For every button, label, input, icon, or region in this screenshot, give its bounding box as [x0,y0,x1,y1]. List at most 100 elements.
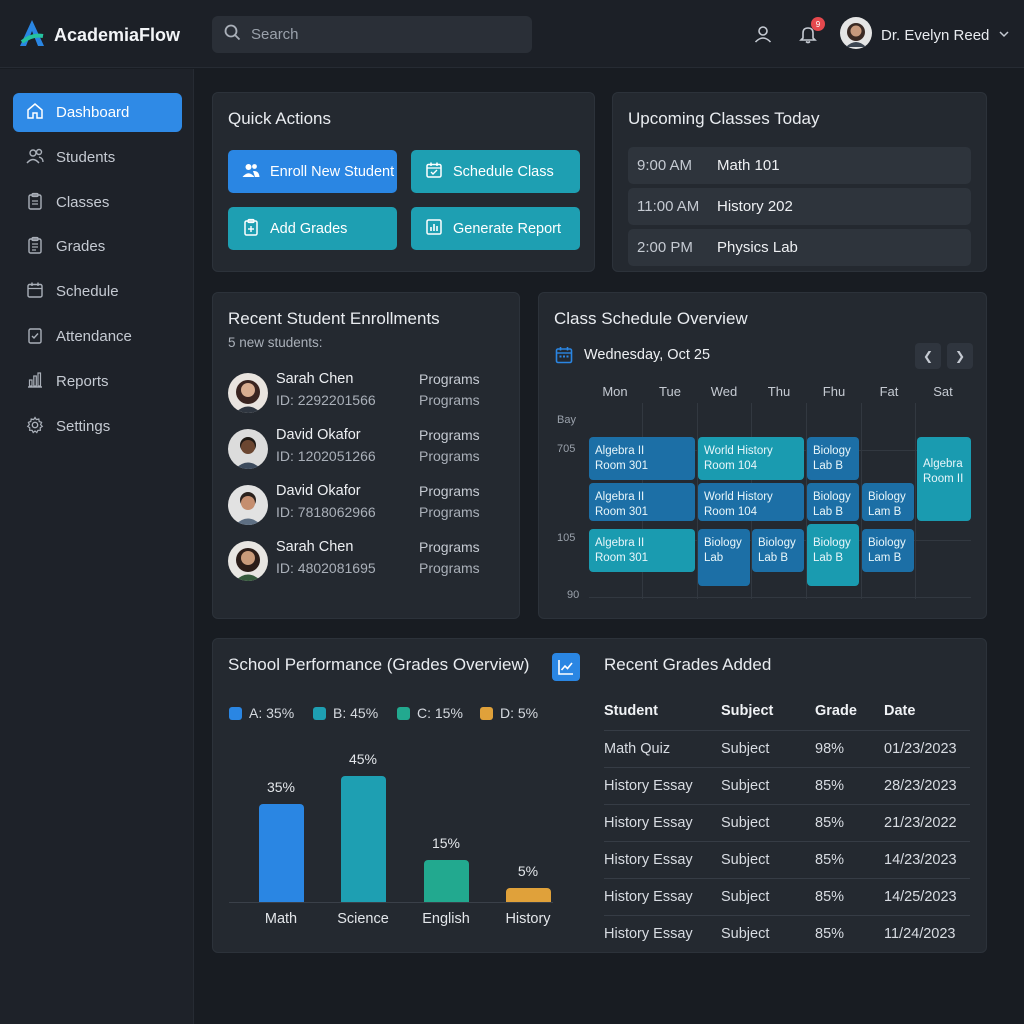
schedule-event[interactable]: World History Room 104 [698,483,804,521]
list-item[interactable]: David Okafor ID: 1202051266 Programs Pro… [228,427,508,471]
users-icon [26,147,44,169]
grade-cell: 85% [815,889,845,905]
sidebar-item-settings[interactable]: Settings [13,407,182,446]
add-users-icon [242,161,260,183]
previous-week-button[interactable]: ❮ [915,343,941,369]
sidebar-item-label: Settings [56,418,111,435]
performance-title: School Performance (Grades Overview) [228,655,530,674]
day-label: Sat [933,384,953,399]
next-week-button[interactable]: ❯ [947,343,973,369]
sidebar-item-students[interactable]: Students [13,138,182,177]
category-label: Science [337,911,389,927]
chevron-right-icon: ❯ [954,349,966,363]
day-label: Tue [659,384,681,399]
class-row[interactable]: 11:00 AM History 202 [628,188,971,225]
bar-science[interactable] [340,776,386,902]
event-title: World History [704,491,773,503]
schedule-event[interactable]: Biology Lam B [862,483,914,521]
sidebar-item-reports[interactable]: Reports [13,362,182,401]
search-input[interactable] [251,26,511,43]
event-room: Lab B [758,552,789,564]
enrollments-subtitle: 5 new students: [228,335,323,350]
list-item[interactable]: Sarah Chen ID: 2292201566 Programs Progr… [228,371,508,415]
event-title: Algebra [923,458,963,470]
bar-history[interactable] [505,888,551,902]
sidebar-item-grades[interactable]: Grades [13,227,182,266]
avatar [228,373,268,413]
sidebar-item-label: Attendance [56,328,132,345]
schedule-event[interactable]: World History Room 104 [698,437,804,480]
card-title: Class Schedule Overview [554,309,748,328]
schedule-event[interactable]: Biology Lab B [752,529,804,572]
avatar [228,485,268,525]
event-room: Room 301 [595,460,649,472]
subject-cell: Subject [721,741,770,757]
legend-item: C: 15% [397,705,463,721]
event-room: Lam B [868,506,902,518]
add-grades-button[interactable]: Add Grades [228,207,397,250]
student-id: ID: 2292201566 [276,392,376,408]
class-row[interactable]: 9:00 AM Math 101 [628,147,971,184]
schedule-event[interactable]: Biology Lam B [862,529,914,572]
sidebar-item-label: Grades [56,238,106,255]
schedule-event[interactable]: Biology Lab B [807,437,859,480]
grade-cell: 85% [815,852,845,868]
notification-bell-icon[interactable]: 9 [796,17,825,46]
student-cell: History Essay [604,778,693,794]
student-name: Sarah Chen [276,371,354,387]
gear-icon [26,415,44,438]
class-row[interactable]: 2:00 PM Physics Lab [628,229,971,266]
card-title: Upcoming Classes Today [628,109,820,128]
schedule-event[interactable]: Algebra II Room 301 [589,483,695,521]
row-label: 90 [567,589,580,601]
table-row[interactable]: History Essay Subject 85% 11/24/2023 [604,915,970,952]
legend-label: D: 5% [500,705,539,721]
quick-actions-card: Quick Actions Enroll New Student Schedul… [212,92,595,272]
table-row[interactable]: History Essay Subject 85% 21/23/2022 [604,804,970,841]
bar-value-label: 35% [266,779,296,795]
schedule-event[interactable]: Biology Lab B [807,524,859,586]
schedule-event[interactable]: Algebra Room II [917,437,971,521]
check-clipboard-icon [26,326,44,348]
subject-cell: Subject [721,926,770,942]
generate-report-button[interactable]: Generate Report [411,207,580,250]
event-title: Biology [813,491,851,503]
legend-swatch [480,706,493,720]
bar-english[interactable] [423,860,469,902]
list-item[interactable]: David Okafor ID: 7818062966 Programs Pro… [228,483,508,527]
sidebar-item-dashboard[interactable]: Dashboard [13,93,182,132]
legend-label: C: 15% [417,705,463,721]
table-row[interactable]: History Essay Subject 85% 14/23/2023 [604,841,970,878]
bar-math[interactable] [258,804,304,902]
trend-chart-icon[interactable] [552,653,580,681]
button-label: Generate Report [453,220,562,237]
table-row[interactable]: History Essay Subject 85% 28/23/2023 [604,767,970,804]
event-room: Room 104 [704,460,758,472]
schedule-event[interactable]: Algebra II Room 301 [589,437,695,480]
schedule-event[interactable]: Biology Lab [698,529,750,586]
schedule-event[interactable]: Algebra II Room 301 [589,529,695,572]
app-logo[interactable]: AcademiaFlow [18,18,180,53]
bar-chart-icon [26,371,44,393]
legend-item: D: 5% [480,705,538,721]
program-label: Programs [419,483,480,499]
date-cell: 28/23/2023 [884,778,957,794]
profile-icon[interactable] [751,22,775,46]
event-title: World History [704,445,773,457]
event-room: Room II [923,473,964,485]
sidebar-item-attendance[interactable]: Attendance [13,317,182,356]
sidebar-item-label: Classes [56,194,110,211]
sidebar-item-schedule[interactable]: Schedule [13,272,182,311]
list-item[interactable]: Sarah Chen ID: 4802081695 Programs Progr… [228,539,508,583]
sidebar-item-classes[interactable]: Classes [13,183,182,222]
sidebar-item-label: Dashboard [56,104,130,121]
user-menu[interactable]: Dr. Evelyn Reed [840,17,1010,54]
search-bar[interactable] [212,16,532,53]
date-cell: 11/24/2023 [884,926,956,942]
schedule-class-button[interactable]: Schedule Class [411,150,580,193]
enroll-student-button[interactable]: Enroll New Student [228,150,397,193]
schedule-event[interactable]: Biology Lab B [807,483,859,521]
table-row[interactable]: History Essay Subject 85% 14/25/2023 [604,878,970,915]
recent-enrollments-card: Recent Student Enrollments 5 new student… [212,292,520,619]
table-row[interactable]: Math Quiz Subject 98% 01/23/2023 [604,730,970,767]
